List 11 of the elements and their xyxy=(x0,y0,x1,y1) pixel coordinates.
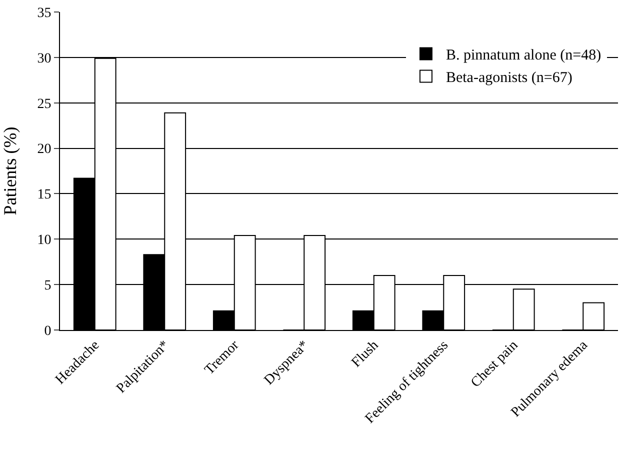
y-tick-label: 10 xyxy=(37,233,52,248)
legend-label: Beta-agonists (n=67) xyxy=(446,70,572,86)
y-tick-label: 35 xyxy=(37,6,52,21)
y-tick-label: 0 xyxy=(44,324,52,339)
y-tick-label: 25 xyxy=(37,96,52,112)
y-tick-label: 20 xyxy=(37,142,52,158)
y-tick-label: 30 xyxy=(37,51,52,66)
y-tick-label: 5 xyxy=(44,278,52,294)
y-tick-label: 15 xyxy=(37,188,52,203)
legend-label: B. pinnatum alone (n=48) xyxy=(446,48,602,64)
y-axis-title: Patients (%) xyxy=(0,126,20,216)
